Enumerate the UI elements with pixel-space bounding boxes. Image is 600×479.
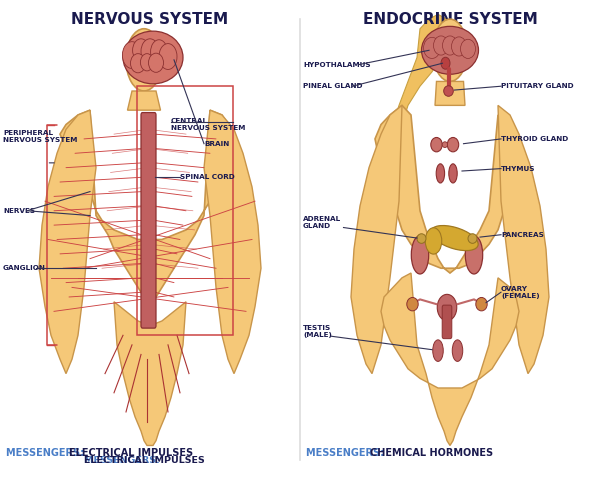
Ellipse shape bbox=[444, 86, 454, 96]
Ellipse shape bbox=[461, 39, 476, 58]
Text: ELECTRICAL IMPULSES: ELECTRICAL IMPULSES bbox=[84, 456, 205, 465]
Ellipse shape bbox=[452, 37, 467, 56]
Ellipse shape bbox=[412, 236, 428, 274]
Ellipse shape bbox=[131, 54, 146, 73]
Text: GANGLION: GANGLION bbox=[3, 265, 46, 271]
Text: ELECTRICAL IMPULSES: ELECTRICAL IMPULSES bbox=[69, 448, 193, 457]
Ellipse shape bbox=[448, 137, 459, 152]
Text: MESSENGERS:: MESSENGERS: bbox=[84, 456, 163, 465]
Ellipse shape bbox=[442, 142, 448, 148]
Ellipse shape bbox=[433, 340, 443, 361]
Ellipse shape bbox=[443, 36, 458, 55]
Ellipse shape bbox=[421, 26, 479, 74]
Ellipse shape bbox=[141, 39, 159, 64]
Ellipse shape bbox=[149, 53, 163, 72]
Ellipse shape bbox=[122, 42, 142, 68]
Ellipse shape bbox=[151, 40, 167, 64]
Ellipse shape bbox=[437, 294, 457, 321]
Text: HYPOTHALAMUS: HYPOTHALAMUS bbox=[303, 62, 371, 68]
Polygon shape bbox=[498, 105, 549, 374]
Ellipse shape bbox=[133, 39, 149, 62]
Text: PANCREAS: PANCREAS bbox=[501, 232, 544, 238]
Text: MESSENGERS:: MESSENGERS: bbox=[6, 448, 88, 457]
Polygon shape bbox=[435, 81, 465, 105]
Text: NERVOUS SYSTEM: NERVOUS SYSTEM bbox=[71, 12, 229, 27]
Polygon shape bbox=[375, 105, 522, 273]
Ellipse shape bbox=[431, 137, 442, 152]
Polygon shape bbox=[114, 302, 186, 445]
Ellipse shape bbox=[449, 164, 457, 183]
Ellipse shape bbox=[433, 36, 449, 55]
Ellipse shape bbox=[433, 19, 467, 81]
Text: THYROID GLAND: THYROID GLAND bbox=[501, 136, 568, 142]
Polygon shape bbox=[60, 110, 240, 302]
Polygon shape bbox=[384, 14, 450, 263]
Text: NERVES: NERVES bbox=[3, 208, 35, 214]
Text: BRAIN: BRAIN bbox=[204, 141, 229, 147]
Text: THYMUS: THYMUS bbox=[501, 166, 536, 171]
Ellipse shape bbox=[126, 29, 162, 91]
Ellipse shape bbox=[159, 44, 177, 69]
FancyBboxPatch shape bbox=[442, 305, 452, 339]
Ellipse shape bbox=[123, 31, 183, 84]
Text: ADRENAL
GLAND: ADRENAL GLAND bbox=[303, 216, 341, 229]
Ellipse shape bbox=[476, 297, 487, 311]
Ellipse shape bbox=[441, 57, 450, 69]
Polygon shape bbox=[128, 91, 161, 110]
Ellipse shape bbox=[452, 340, 463, 361]
Ellipse shape bbox=[424, 37, 440, 58]
FancyBboxPatch shape bbox=[141, 113, 156, 328]
Text: OVARY
(FEMALE): OVARY (FEMALE) bbox=[501, 285, 539, 299]
Text: MESSENGERS:: MESSENGERS: bbox=[306, 448, 388, 457]
Ellipse shape bbox=[431, 226, 478, 251]
Ellipse shape bbox=[468, 234, 477, 243]
Text: PINEAL GLAND: PINEAL GLAND bbox=[303, 83, 362, 89]
Text: CENTRAL
NERVOUS SYSTEM: CENTRAL NERVOUS SYSTEM bbox=[171, 118, 245, 131]
Polygon shape bbox=[204, 110, 261, 374]
Polygon shape bbox=[39, 110, 96, 374]
Ellipse shape bbox=[140, 54, 154, 71]
Text: PERIPHERAL
NERVOUS SYSTEM: PERIPHERAL NERVOUS SYSTEM bbox=[3, 130, 77, 143]
Ellipse shape bbox=[466, 236, 482, 274]
Text: CHEMICAL HORMONES: CHEMICAL HORMONES bbox=[371, 448, 494, 457]
Polygon shape bbox=[381, 273, 519, 445]
Ellipse shape bbox=[417, 234, 426, 243]
Text: PITUITARY GLAND: PITUITARY GLAND bbox=[501, 83, 574, 89]
Text: ENDOCRINE SYSTEM: ENDOCRINE SYSTEM bbox=[362, 12, 538, 27]
Text: SPINAL CORD: SPINAL CORD bbox=[180, 174, 235, 180]
Ellipse shape bbox=[436, 164, 445, 183]
Polygon shape bbox=[351, 105, 402, 374]
Ellipse shape bbox=[425, 228, 442, 254]
Ellipse shape bbox=[407, 297, 418, 311]
Text: TESTIS
(MALE): TESTIS (MALE) bbox=[303, 325, 332, 338]
